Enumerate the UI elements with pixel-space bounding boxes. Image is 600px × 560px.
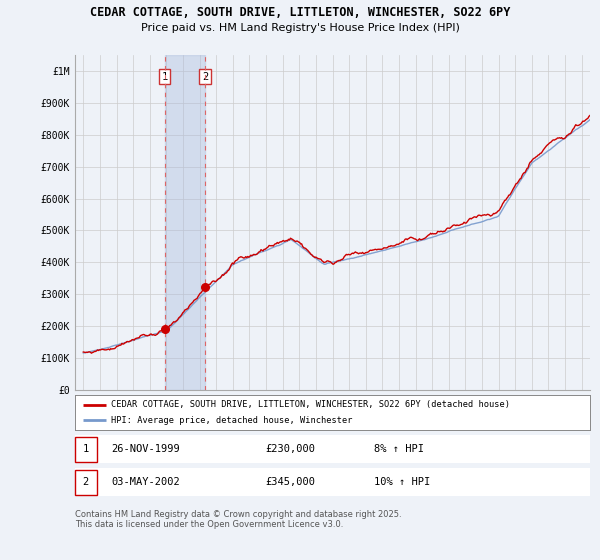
Text: 2: 2	[83, 477, 89, 487]
Text: 03-MAY-2002: 03-MAY-2002	[111, 477, 180, 487]
Text: 8% ↑ HPI: 8% ↑ HPI	[374, 444, 424, 454]
Text: Price paid vs. HM Land Registry's House Price Index (HPI): Price paid vs. HM Land Registry's House …	[140, 23, 460, 33]
FancyBboxPatch shape	[75, 470, 97, 494]
Text: 2: 2	[202, 72, 208, 82]
Text: 1: 1	[83, 444, 89, 454]
Text: 1: 1	[161, 72, 168, 82]
Text: 26-NOV-1999: 26-NOV-1999	[111, 444, 180, 454]
Text: £345,000: £345,000	[266, 477, 316, 487]
Text: HPI: Average price, detached house, Winchester: HPI: Average price, detached house, Winc…	[111, 416, 353, 424]
FancyBboxPatch shape	[75, 437, 97, 461]
Text: CEDAR COTTAGE, SOUTH DRIVE, LITTLETON, WINCHESTER, SO22 6PY (detached house): CEDAR COTTAGE, SOUTH DRIVE, LITTLETON, W…	[111, 400, 510, 409]
Text: £230,000: £230,000	[266, 444, 316, 454]
Text: Contains HM Land Registry data © Crown copyright and database right 2025.
This d: Contains HM Land Registry data © Crown c…	[75, 510, 401, 529]
Bar	[165, 55, 205, 390]
Text: 10% ↑ HPI: 10% ↑ HPI	[374, 477, 430, 487]
Text: CEDAR COTTAGE, SOUTH DRIVE, LITTLETON, WINCHESTER, SO22 6PY: CEDAR COTTAGE, SOUTH DRIVE, LITTLETON, W…	[90, 6, 510, 18]
